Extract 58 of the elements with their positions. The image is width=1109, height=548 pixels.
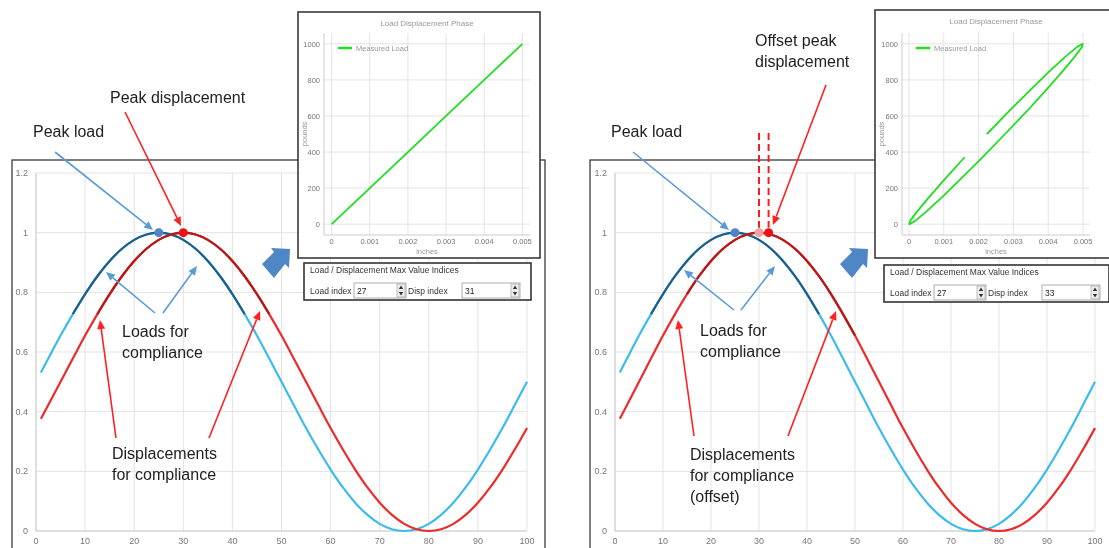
y-tick-label: 1 <box>22 227 28 238</box>
x-tick-label: 40 <box>801 536 813 546</box>
annotation: Disp index <box>988 288 1029 298</box>
annotation: 27 <box>937 288 947 298</box>
line-series <box>908 42 1084 226</box>
chart-title: Load Displacement Phase <box>380 19 475 28</box>
annotation: Displacements for compliance <box>112 445 217 483</box>
annotation: Loads for compliance <box>700 322 782 360</box>
x-tick-label: 50 <box>849 536 861 546</box>
annotation: 31 <box>465 286 475 296</box>
x-tick-label: 0 <box>612 536 618 546</box>
chart-title: Load Displacement Phase <box>949 17 1044 26</box>
annotation: Loads for compliance <box>122 323 204 361</box>
text: Peak load <box>33 123 105 140</box>
y-tick-label: 0.6 <box>15 347 28 357</box>
text: Peak load <box>611 123 683 140</box>
x-tick-label: 0 <box>33 536 39 546</box>
y-tick-label: 0.2 <box>594 466 607 477</box>
y-tick-label: 1.2 <box>594 168 607 178</box>
y-tick-label: 0 <box>601 526 607 536</box>
x-tick-label: 90 <box>1041 536 1053 546</box>
y-tick-label: 0.8 <box>594 287 607 298</box>
annotation: Load index <box>310 286 353 296</box>
x-tick-label: 30 <box>753 536 765 546</box>
y-tick-label: 1 <box>601 227 607 238</box>
x-tick-label: 60 <box>325 536 336 546</box>
x-tick-label: 40 <box>227 536 238 546</box>
y-tick-label: 0 <box>22 526 28 536</box>
y-tick-label: 0.8 <box>15 287 28 298</box>
y-tick-label: 1.2 <box>15 168 28 178</box>
y-tick-label: 0.4 <box>15 406 28 417</box>
x-tick-label: 10 <box>80 536 91 546</box>
x-tick-label: 60 <box>897 536 909 546</box>
y-tick-label: 0.2 <box>15 466 28 477</box>
x-tick-label: 30 <box>178 536 189 546</box>
y-tick-label: 0.6 <box>594 347 607 357</box>
x-tick-label: 90 <box>472 536 483 546</box>
text: Peak displacement <box>110 89 246 106</box>
x-tick-label: 70 <box>374 536 385 546</box>
x-tick-label: 10 <box>657 536 669 546</box>
y-tick-label: 0.4 <box>594 406 607 417</box>
text: Offset peak displacement <box>755 32 850 70</box>
annotation: Disp index <box>408 286 449 296</box>
annotation: Load index <box>890 288 933 298</box>
x-tick-label: 100 <box>519 536 535 546</box>
x-tick-label: 80 <box>423 536 434 546</box>
annotation: Displacements for compliance (offset) <box>690 446 795 505</box>
x-tick-label: 50 <box>276 536 287 546</box>
x-tick-label: 20 <box>129 536 140 546</box>
line-series <box>330 42 524 226</box>
annotation: 33 <box>1045 288 1055 298</box>
x-tick-label: 80 <box>993 536 1005 546</box>
annotation: 27 <box>357 286 367 296</box>
x-tick-label: 20 <box>705 536 717 546</box>
x-tick-label: 70 <box>945 536 957 546</box>
x-tick-label: 100 <box>1087 536 1103 546</box>
annotation: Load / Displacement Max Value Indices <box>890 267 1039 277</box>
annotation: Load / Displacement Max Value Indices <box>310 265 459 275</box>
